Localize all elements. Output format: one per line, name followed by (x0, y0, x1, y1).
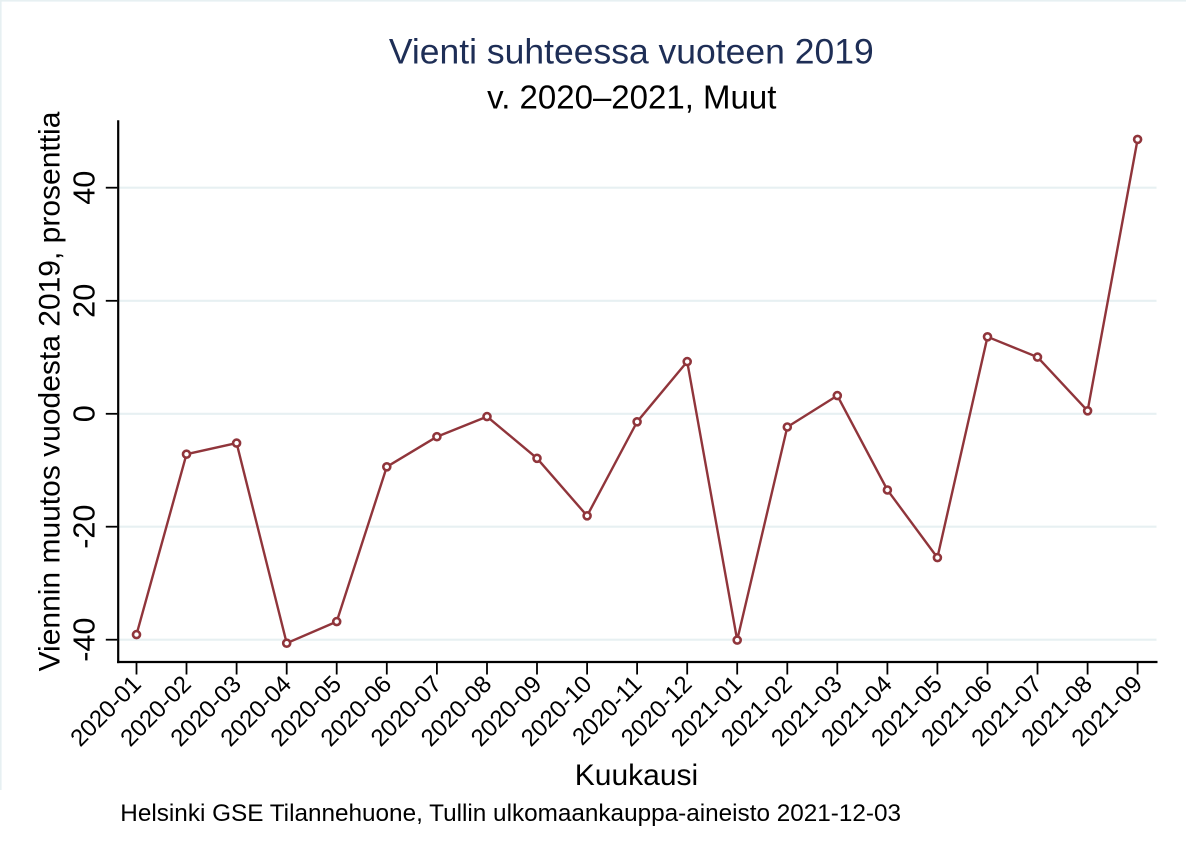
svg-text:v. 2020–2021, Muut: v. 2020–2021, Muut (487, 78, 776, 115)
svg-text:Helsinki GSE Tilannehuone, Tul: Helsinki GSE Tilannehuone, Tullin ulkoma… (120, 800, 901, 827)
svg-text:40: 40 (67, 171, 101, 205)
svg-text:-40: -40 (67, 618, 101, 662)
svg-text:Kuukausi: Kuukausi (575, 759, 698, 792)
svg-text:0: 0 (67, 405, 101, 422)
svg-text:-20: -20 (67, 505, 101, 549)
svg-text:20: 20 (67, 284, 101, 318)
svg-text:Vienti suhteessa vuoteen 2019: Vienti suhteessa vuoteen 2019 (389, 32, 874, 72)
svg-text:Viennin muutos vuodesta 2019,: Viennin muutos vuodesta 2019, prosenttia (33, 111, 66, 671)
